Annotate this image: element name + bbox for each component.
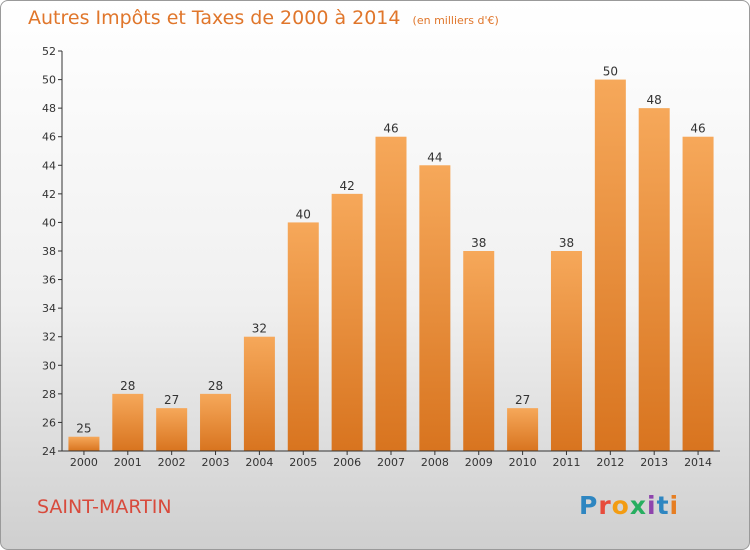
bar bbox=[594, 79, 626, 452]
y-tick-label: 36 bbox=[42, 274, 56, 287]
y-tick-label: 46 bbox=[42, 131, 56, 144]
y-tick-label: 28 bbox=[42, 388, 56, 401]
bar bbox=[112, 393, 144, 451]
x-tick-label: 2014 bbox=[684, 456, 712, 469]
value-label: 50 bbox=[603, 65, 618, 79]
x-tick-label: 2005 bbox=[289, 456, 317, 469]
logo-letter: i bbox=[669, 491, 680, 520]
x-tick-label: 2000 bbox=[70, 456, 98, 469]
x-tick-label: 2006 bbox=[333, 456, 361, 469]
bar bbox=[638, 108, 670, 452]
y-tick-label: 34 bbox=[42, 302, 56, 315]
x-tick-label: 2003 bbox=[202, 456, 230, 469]
bar bbox=[419, 165, 451, 452]
logo-letter: P bbox=[579, 491, 599, 520]
bar bbox=[68, 436, 100, 451]
x-tick-label: 2004 bbox=[245, 456, 273, 469]
bar bbox=[156, 408, 188, 451]
proxiti-logo[interactable]: Proxiti bbox=[579, 491, 679, 520]
x-tick-label: 2012 bbox=[596, 456, 624, 469]
y-tick-label: 24 bbox=[42, 445, 56, 458]
y-tick-label: 50 bbox=[42, 74, 56, 87]
value-label: 32 bbox=[252, 322, 267, 336]
x-tick-label: 2002 bbox=[158, 456, 186, 469]
value-label: 46 bbox=[383, 122, 398, 136]
logo-letter: r bbox=[598, 491, 612, 520]
y-tick-label: 32 bbox=[42, 331, 56, 344]
bar bbox=[287, 222, 319, 451]
chart-unit: (en milliers d'€) bbox=[412, 14, 499, 27]
axes-group: 2000 2001 2002 2003 2004 2005 2006 2007 2008 2009… bbox=[42, 45, 720, 469]
bar bbox=[243, 336, 275, 451]
y-tick-label: 40 bbox=[42, 216, 56, 229]
value-label: 44 bbox=[427, 150, 442, 164]
value-label: 28 bbox=[120, 379, 135, 393]
commune-name: SAINT-MARTIN bbox=[37, 496, 172, 518]
logo-letter: t bbox=[656, 491, 670, 520]
value-label: 46 bbox=[690, 122, 705, 136]
logo-letter: i bbox=[647, 491, 657, 520]
y-tick-label: 44 bbox=[42, 159, 56, 172]
value-label: 40 bbox=[296, 207, 311, 221]
value-label: 42 bbox=[339, 179, 354, 193]
x-tick-label: 2013 bbox=[640, 456, 668, 469]
chart-title: Autres Impôts et Taxes de 2000 à 2014 (e… bbox=[28, 7, 499, 29]
value-label: 25 bbox=[76, 422, 91, 436]
value-label: 38 bbox=[471, 236, 486, 250]
value-label: 48 bbox=[647, 93, 662, 107]
value-label: 28 bbox=[208, 379, 223, 393]
y-tick-label: 26 bbox=[42, 416, 56, 429]
x-tick-label: 2007 bbox=[377, 456, 405, 469]
y-tick-label: 38 bbox=[42, 245, 56, 258]
bar bbox=[463, 251, 495, 451]
bar bbox=[375, 136, 407, 451]
logo-letter: x bbox=[629, 491, 647, 520]
x-tick-label: 2001 bbox=[114, 456, 142, 469]
y-tick-label: 42 bbox=[42, 188, 56, 201]
bar bbox=[550, 251, 582, 451]
bar bbox=[682, 136, 714, 451]
y-tick-label: 30 bbox=[42, 359, 56, 372]
x-tick-label: 2008 bbox=[421, 456, 449, 469]
x-tick-label: 2009 bbox=[465, 456, 493, 469]
y-tick-label: 52 bbox=[42, 45, 56, 58]
x-tick-label: 2010 bbox=[509, 456, 537, 469]
x-tick-label: 2011 bbox=[552, 456, 580, 469]
bar bbox=[507, 408, 539, 451]
logo-letter: o bbox=[611, 491, 630, 520]
bar bbox=[331, 193, 363, 451]
value-label: 38 bbox=[559, 236, 574, 250]
bars-group: 25 28 27 28 32 40 42 46 44 38 27 38 50 48 46 bbox=[68, 65, 714, 452]
chart-title-text: Autres Impôts et Taxes de 2000 à 2014 bbox=[28, 7, 401, 29]
y-tick-label: 48 bbox=[42, 102, 56, 115]
value-label: 27 bbox=[515, 393, 530, 407]
value-label: 27 bbox=[164, 393, 179, 407]
bar bbox=[200, 393, 232, 451]
